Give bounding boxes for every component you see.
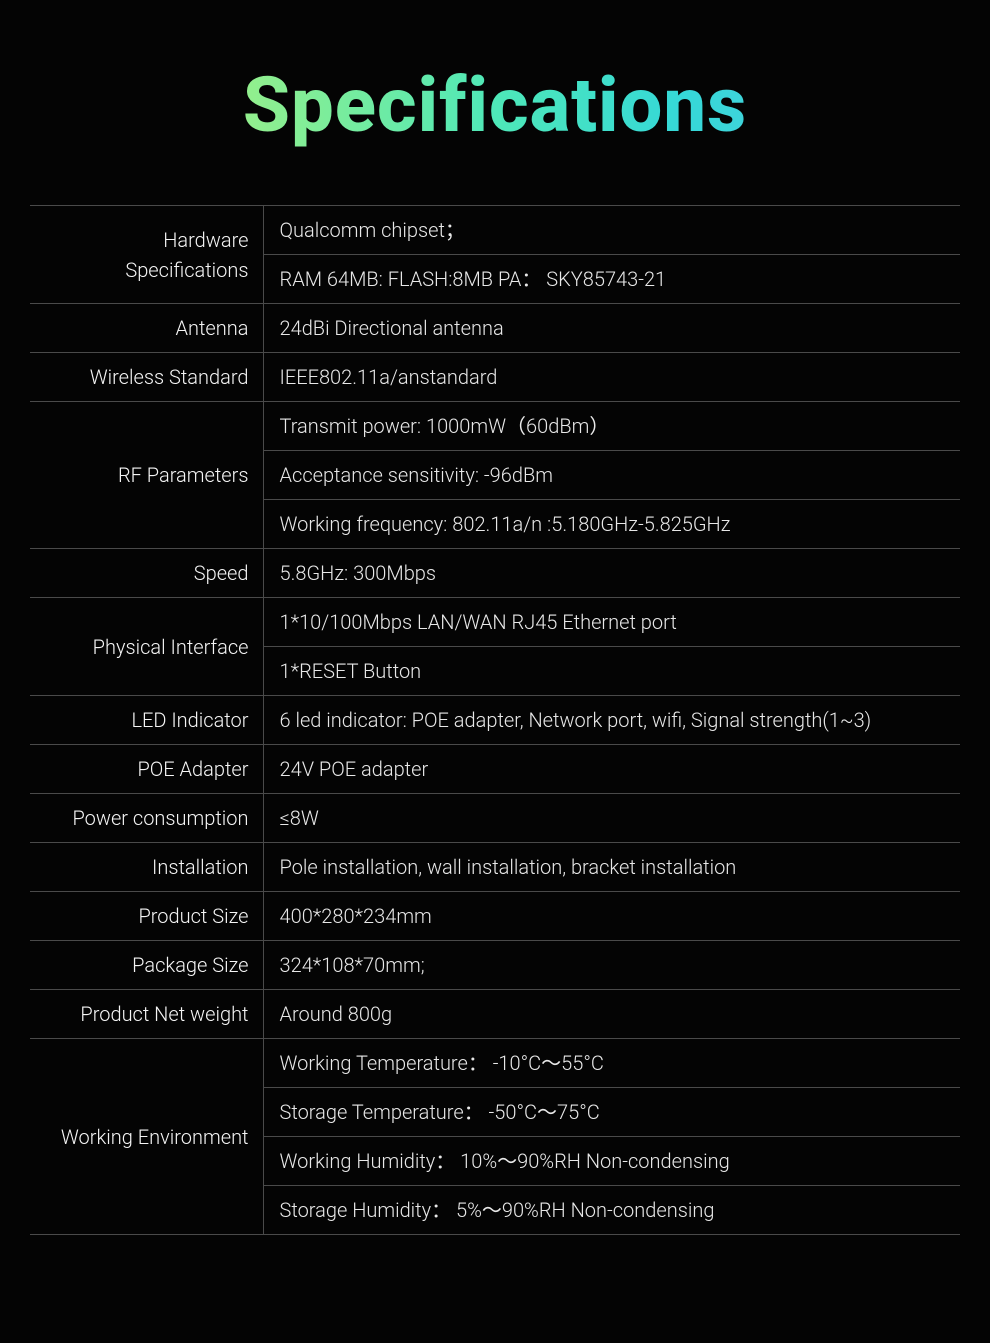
specifications-tbody: HardwareSpecificationsQualcomm chipset；R… bbox=[30, 206, 960, 1235]
spec-value: Storage Temperature： -50°C～75°C bbox=[263, 1088, 960, 1137]
spec-label: HardwareSpecifications bbox=[30, 206, 263, 304]
spec-value: 1*10/100Mbps LAN/WAN RJ45 Ethernet port bbox=[263, 598, 960, 647]
spec-label: Physical Interface bbox=[30, 598, 263, 696]
page-container: Specifications HardwareSpecificationsQua… bbox=[0, 0, 990, 1343]
spec-value: Acceptance sensitivity: -96dBm bbox=[263, 451, 960, 500]
spec-value: Pole installation, wall installation, br… bbox=[263, 843, 960, 892]
table-row: Physical Interface1*10/100Mbps LAN/WAN R… bbox=[30, 598, 960, 647]
spec-value: 24V POE adapter bbox=[263, 745, 960, 794]
spec-label: Working Environment bbox=[30, 1039, 263, 1235]
table-row: Working EnvironmentWorking Temperature： … bbox=[30, 1039, 960, 1088]
table-row: Speed5.8GHz: 300Mbps bbox=[30, 549, 960, 598]
table-row: POE Adapter24V POE adapter bbox=[30, 745, 960, 794]
spec-value: Working Temperature： -10°C～55°C bbox=[263, 1039, 960, 1088]
table-row: Product Size400*280*234mm bbox=[30, 892, 960, 941]
spec-value: Transmit power: 1000mW（60dBm） bbox=[263, 402, 960, 451]
spec-label: Wireless Standard bbox=[30, 353, 263, 402]
spec-value: IEEE802.11a/anstandard bbox=[263, 353, 960, 402]
table-row: HardwareSpecificationsQualcomm chipset； bbox=[30, 206, 960, 255]
spec-label: Product Size bbox=[30, 892, 263, 941]
spec-label: Product Net weight bbox=[30, 990, 263, 1039]
table-row: InstallationPole installation, wall inst… bbox=[30, 843, 960, 892]
spec-label: Speed bbox=[30, 549, 263, 598]
spec-value: Qualcomm chipset； bbox=[263, 206, 960, 255]
spec-value: 6 led indicator: POE adapter, Network po… bbox=[263, 696, 960, 745]
table-row: RF ParametersTransmit power: 1000mW（60dB… bbox=[30, 402, 960, 451]
table-row: Package Size324*108*70mm; bbox=[30, 941, 960, 990]
spec-value: 324*108*70mm; bbox=[263, 941, 960, 990]
spec-label: POE Adapter bbox=[30, 745, 263, 794]
spec-value: 5.8GHz: 300Mbps bbox=[263, 549, 960, 598]
spec-label: Antenna bbox=[30, 304, 263, 353]
spec-value: RAM 64MB: FLASH:8MB PA： SKY85743-21 bbox=[263, 255, 960, 304]
spec-value: 400*280*234mm bbox=[263, 892, 960, 941]
table-row: Wireless StandardIEEE802.11a/anstandard bbox=[30, 353, 960, 402]
table-row: LED Indicator6 led indicator: POE adapte… bbox=[30, 696, 960, 745]
spec-value: ≤8W bbox=[263, 794, 960, 843]
spec-value: 24dBi Directional antenna bbox=[263, 304, 960, 353]
spec-value: Working Humidity： 10%～90%RH Non-condensi… bbox=[263, 1137, 960, 1186]
page-title: Specifications bbox=[30, 60, 960, 150]
spec-value: Working frequency: 802.11a/n :5.180GHz-5… bbox=[263, 500, 960, 549]
specifications-table: HardwareSpecificationsQualcomm chipset；R… bbox=[30, 205, 960, 1235]
table-row: Product Net weightAround 800g bbox=[30, 990, 960, 1039]
spec-label: RF Parameters bbox=[30, 402, 263, 549]
spec-label: Power consumption bbox=[30, 794, 263, 843]
spec-label: Installation bbox=[30, 843, 263, 892]
spec-value: Storage Humidity： 5%～90%RH Non-condensin… bbox=[263, 1186, 960, 1235]
spec-value: 1*RESET Button bbox=[263, 647, 960, 696]
table-row: Antenna24dBi Directional antenna bbox=[30, 304, 960, 353]
spec-value: Around 800g bbox=[263, 990, 960, 1039]
table-row: Power consumption≤8W bbox=[30, 794, 960, 843]
spec-label: LED Indicator bbox=[30, 696, 263, 745]
spec-label: Package Size bbox=[30, 941, 263, 990]
